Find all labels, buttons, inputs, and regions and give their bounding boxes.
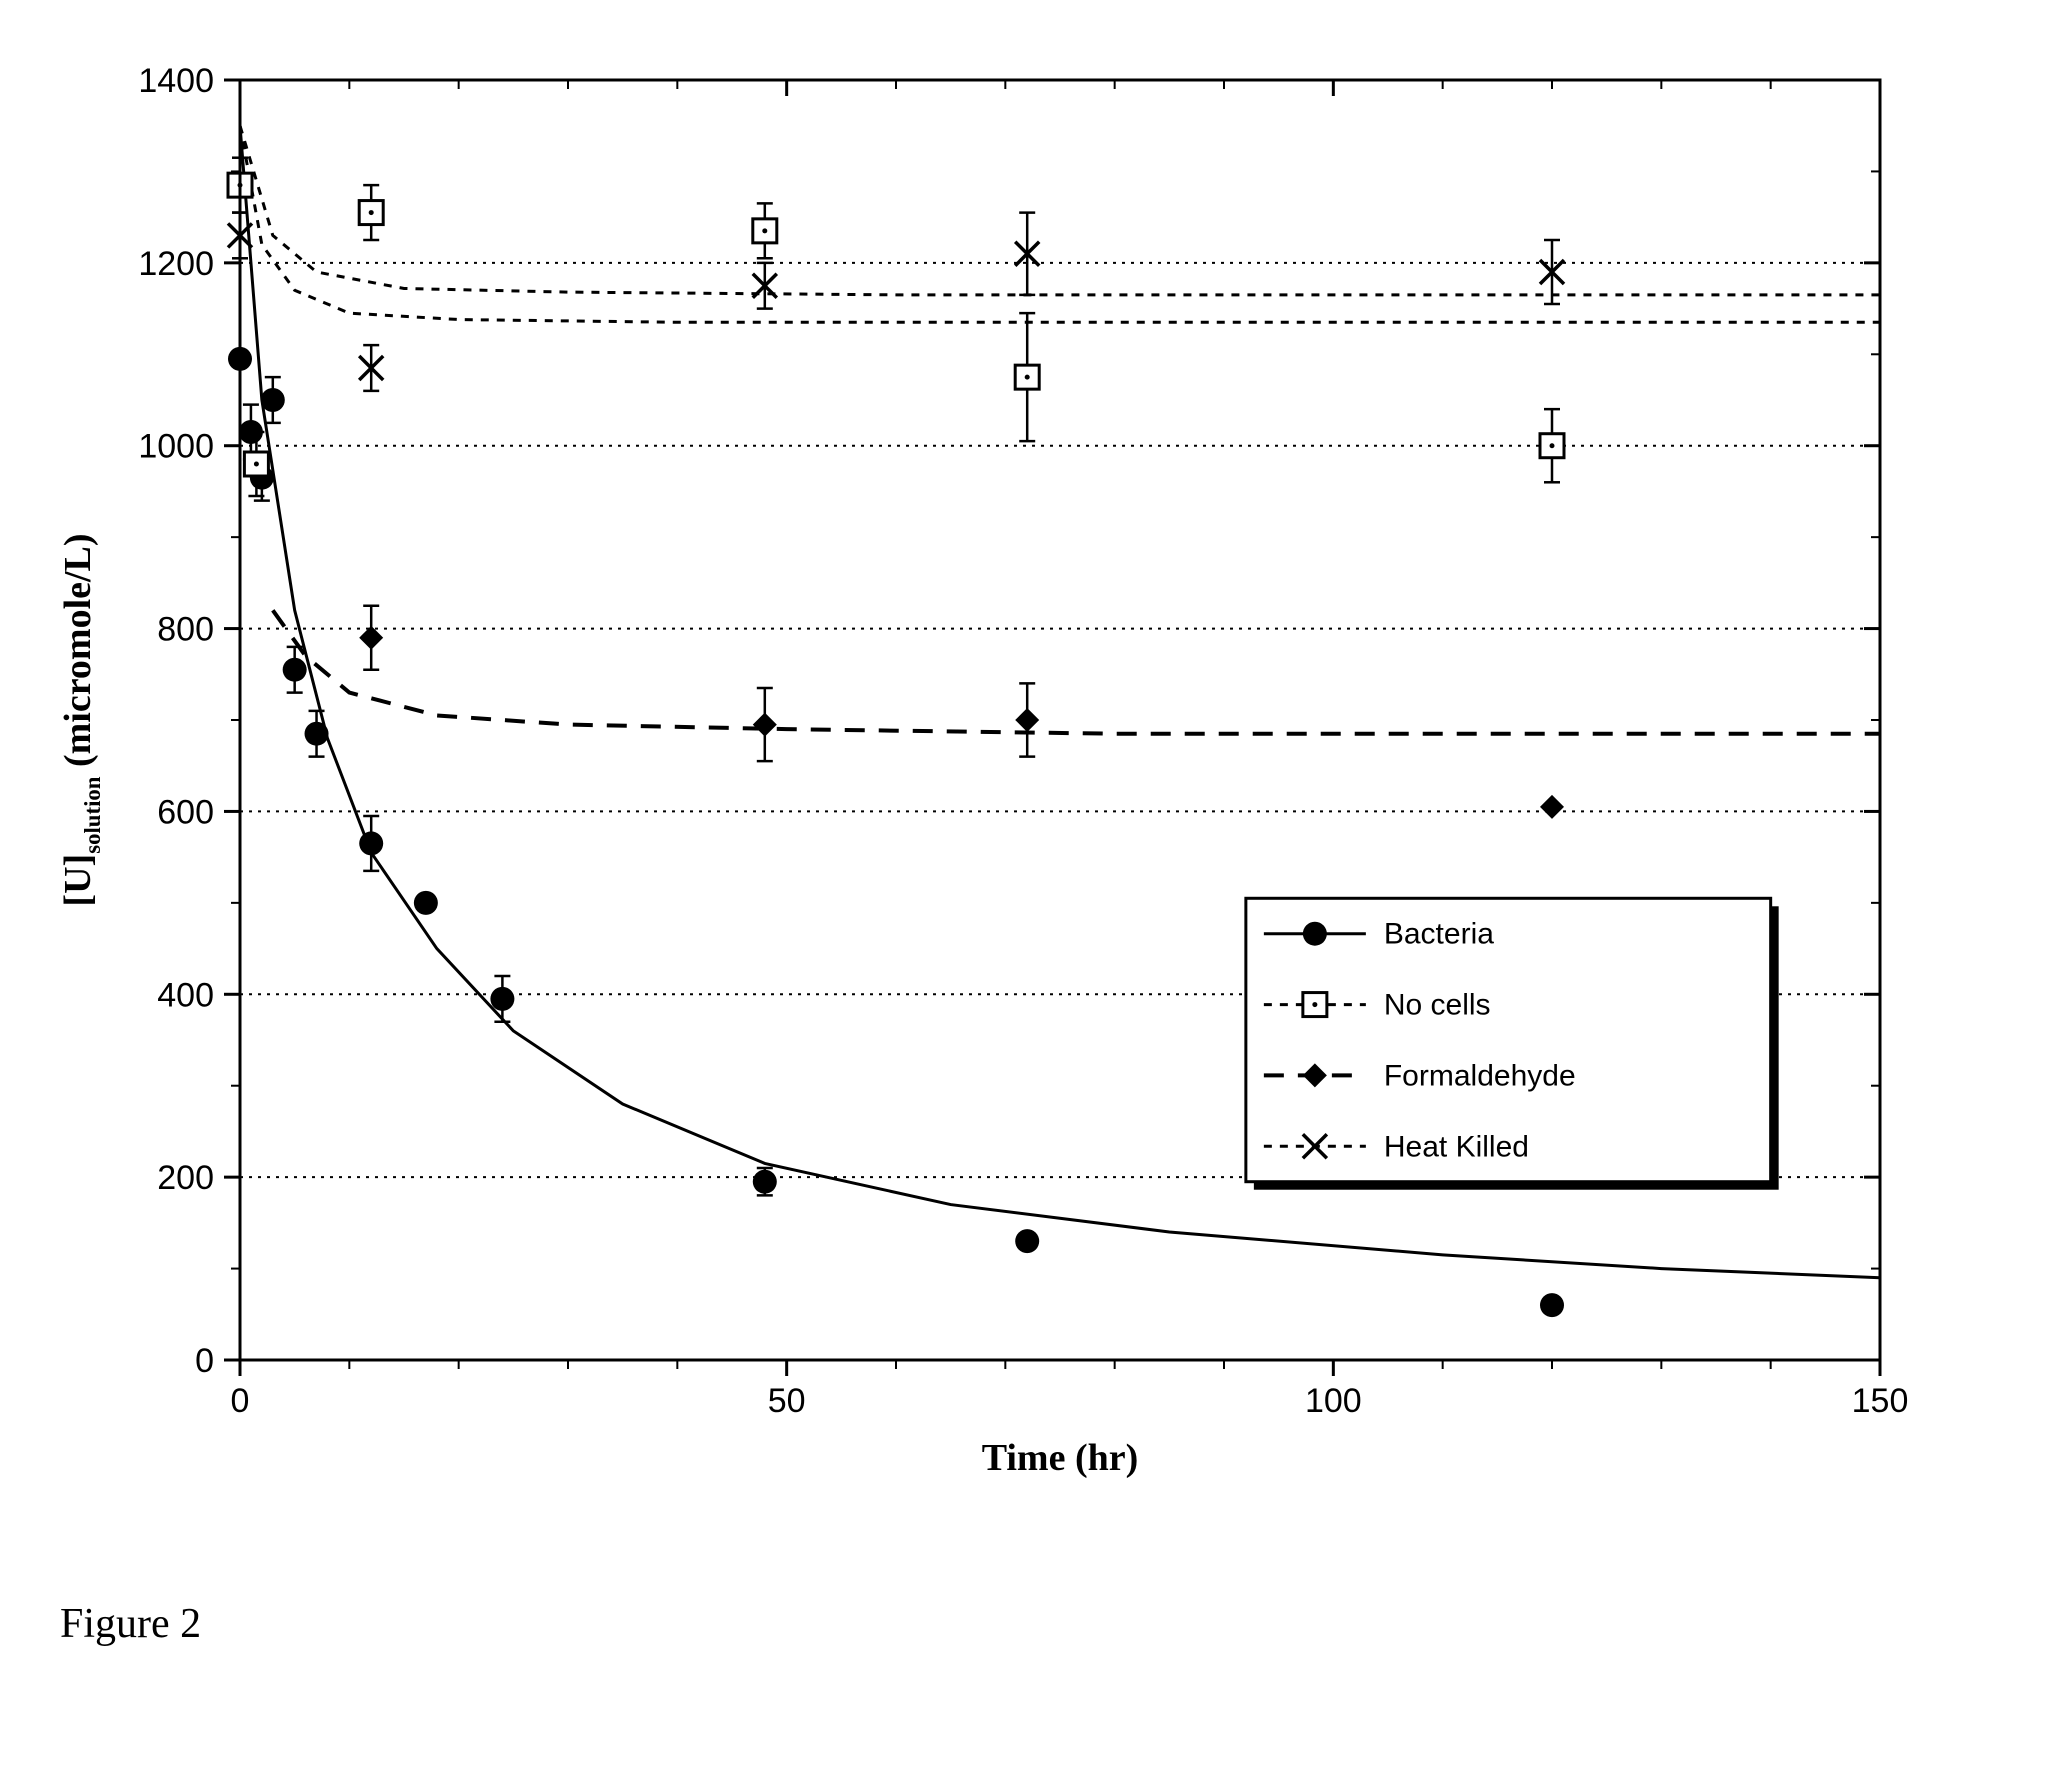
svg-text:0: 0 [195,1342,214,1380]
svg-text:0: 0 [231,1382,250,1420]
svg-text:600: 600 [157,793,214,831]
svg-text:Heat Killed: Heat Killed [1384,1130,1529,1163]
svg-text:1200: 1200 [138,245,214,283]
svg-text:1000: 1000 [138,428,214,466]
svg-text:No cells: No cells [1384,989,1491,1022]
svg-text:100: 100 [1305,1382,1362,1420]
svg-text:Bacteria: Bacteria [1384,918,1494,951]
scatter-chart: 0 50 100 150 0 200 400 600 800 1000 1200 1400 Time (… [40,40,1940,1540]
svg-text:Formaldehyde: Formaldehyde [1384,1059,1576,1092]
svg-text:200: 200 [157,1159,214,1197]
svg-text:Time (hr): Time (hr) [982,1437,1139,1479]
figure-caption: Figure 2 [60,1600,2016,1648]
svg-text:50: 50 [768,1382,806,1420]
svg-text:150: 150 [1852,1382,1909,1420]
svg-text:800: 800 [157,611,214,649]
svg-text:1400: 1400 [138,62,214,100]
svg-text:400: 400 [157,976,214,1014]
chart-container: 0 50 100 150 0 200 400 600 800 1000 1200 1400 Time (… [40,40,1940,1540]
